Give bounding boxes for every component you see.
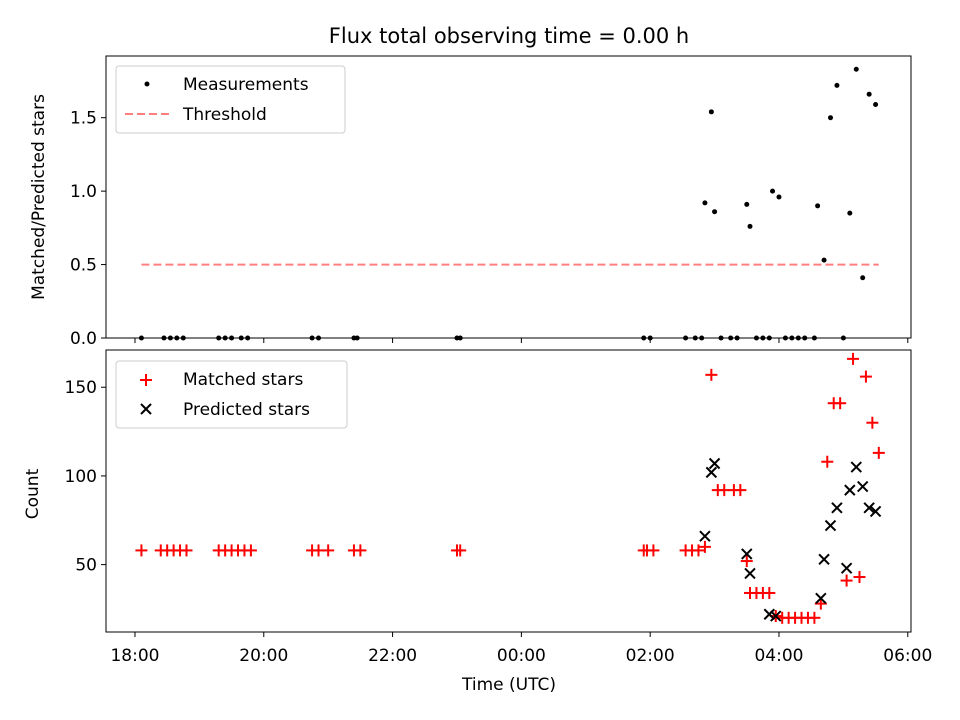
legend-predicted-marker <box>140 403 152 415</box>
matched-star-point <box>354 544 367 557</box>
matched-star-point <box>135 544 148 557</box>
measurement-point <box>847 210 853 216</box>
legend-measurements-label: Measurements <box>183 75 309 95</box>
predicted-star-point <box>840 562 853 574</box>
matched-star-point <box>763 586 776 599</box>
bottom-plot-frame <box>105 349 912 633</box>
legend-matched-marker <box>140 374 152 386</box>
bottom-xtick-label: 00:00 <box>497 646 546 666</box>
predicted-star-point <box>699 530 711 542</box>
top-ytick-label: 0.5 <box>70 256 97 276</box>
measurement-point <box>744 201 750 207</box>
measurement-point <box>712 209 718 215</box>
matched-star-point <box>647 544 660 557</box>
predicted-star-point <box>869 505 882 518</box>
predicted-star-point <box>741 548 753 560</box>
measurement-point <box>708 109 714 115</box>
measurement-point <box>747 223 753 229</box>
matched-star-point <box>847 352 860 365</box>
matched-star-point <box>734 484 747 497</box>
matched-star-point <box>853 571 866 584</box>
matched-star-point <box>244 544 257 557</box>
top-legend: Measurements Threshold <box>115 65 346 134</box>
top-ylabel: Matched/Predicted stars <box>29 94 49 300</box>
legend-threshold-label: Threshold <box>182 105 267 125</box>
chart-title: Flux total observing time = 0.00 h <box>329 24 689 48</box>
bottom-ytick-label: 150 <box>65 378 97 398</box>
measurement-point <box>860 275 866 281</box>
matched-star-point <box>808 611 821 624</box>
measurements-series <box>138 66 879 341</box>
measurement-point <box>821 257 827 263</box>
legend-predicted-label: Predicted stars <box>183 400 310 420</box>
bottom-legend: Matched stars Predicted stars <box>115 360 348 429</box>
predicted-star-point <box>705 466 718 479</box>
top-ytick-label: 1.0 <box>70 182 97 202</box>
predicted-star-point <box>831 502 843 514</box>
predicted-star-point <box>770 610 782 622</box>
measurement-point <box>866 91 872 97</box>
bottom-ylabel: Count <box>23 468 43 519</box>
matched-star-point <box>705 368 718 381</box>
matched-star-point <box>322 544 335 557</box>
matched-stars-series <box>135 352 885 624</box>
top-y-ticks: 0.0 0.5 1.0 1.5 <box>70 109 106 349</box>
bottom-x-ticks: 18:00 20:00 22:00 00:00 02:00 04:00 06:00 <box>110 632 932 666</box>
measurement-point <box>853 66 859 72</box>
predicted-star-point <box>744 567 756 580</box>
bottom-xlabel: Time (UTC) <box>461 675 556 695</box>
measurement-point <box>776 194 782 200</box>
predicted-star-point <box>863 502 875 514</box>
matched-star-point <box>866 416 879 429</box>
top-plot-frame <box>105 55 912 339</box>
bottom-xtick-label: 20:00 <box>239 646 288 666</box>
top-ytick-label: 1.5 <box>70 109 97 129</box>
predicted-star-point <box>708 457 721 470</box>
matched-star-point <box>692 544 705 557</box>
predicted-stars-series <box>699 457 882 622</box>
legend-matched-label: Matched stars <box>183 370 303 390</box>
predicted-star-point <box>856 480 869 493</box>
matched-star-point <box>821 455 834 468</box>
predicted-star-point <box>818 553 830 565</box>
predicted-star-point <box>844 484 856 496</box>
bottom-xtick-label: 18:00 <box>110 646 159 666</box>
bottom-xtick-label: 06:00 <box>883 646 932 666</box>
measurement-point <box>702 200 708 206</box>
matched-star-point <box>740 555 753 568</box>
matched-star-point <box>698 540 711 553</box>
measurement-point <box>873 101 879 107</box>
predicted-star-point <box>824 519 837 532</box>
matched-star-point <box>454 544 467 557</box>
matched-star-point <box>840 574 853 587</box>
predicted-star-point <box>850 461 862 473</box>
predicted-star-point <box>763 608 776 620</box>
top-legend-box <box>115 65 346 134</box>
matched-star-point <box>859 370 872 383</box>
bottom-xtick-label: 04:00 <box>754 646 803 666</box>
measurement-point <box>770 188 776 194</box>
bottom-ytick-label: 100 <box>65 467 97 487</box>
legend-measurements-marker <box>144 81 150 87</box>
bottom-y-ticks: 50 100 150 <box>65 378 106 576</box>
bottom-xtick-label: 22:00 <box>368 646 417 666</box>
top-ytick-label: 0.0 <box>70 329 97 349</box>
measurement-point <box>834 82 840 88</box>
bottom-ytick-label: 50 <box>75 556 97 576</box>
predicted-star-point <box>815 592 827 605</box>
matched-star-point <box>180 544 193 557</box>
matched-star-point <box>834 397 847 410</box>
measurement-point <box>828 115 833 121</box>
measurement-point <box>815 203 821 209</box>
matched-star-point <box>872 446 885 459</box>
bottom-legend-box <box>115 360 348 429</box>
bottom-xtick-label: 02:00 <box>626 646 675 666</box>
